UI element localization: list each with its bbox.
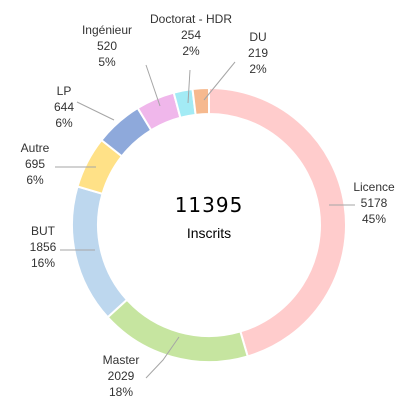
slice-label-percent: 6% bbox=[26, 173, 44, 187]
slice-label-name: Master bbox=[103, 353, 140, 367]
slice-label: Ingénieur 520 5% bbox=[82, 23, 132, 69]
slice-label-value: 254 bbox=[181, 28, 201, 42]
center-total: 11395 bbox=[175, 193, 244, 217]
slice-label-value: 2029 bbox=[108, 369, 135, 383]
center-label: Inscrits bbox=[187, 225, 231, 241]
slice-label: Licence 5178 45% bbox=[353, 180, 395, 226]
leader-line bbox=[203, 61, 236, 101]
slice-labels: Licence 5178 45% Master 2029 18% BUT 1856 16% Aut… bbox=[21, 12, 395, 399]
leader-line bbox=[76, 101, 115, 121]
slice-label: Autre 695 6% bbox=[21, 141, 50, 187]
slice-label-percent: 6% bbox=[55, 116, 73, 130]
slice-label-name: LP bbox=[57, 84, 72, 98]
slice-label-percent: 16% bbox=[31, 256, 55, 270]
slice-label: Doctorat - HDR 254 2% bbox=[150, 12, 232, 58]
slice-label-name: Autre bbox=[21, 141, 50, 155]
slice-label-value: 695 bbox=[25, 157, 45, 171]
slice-label: LP 644 6% bbox=[54, 84, 74, 130]
leader-line bbox=[145, 336, 180, 379]
slice-licence bbox=[208, 86, 347, 358]
slice-label: Master 2029 18% bbox=[103, 353, 140, 399]
slice-label-value: 219 bbox=[248, 46, 268, 60]
slice-label: BUT 1856 16% bbox=[30, 224, 57, 270]
slice-label-percent: 18% bbox=[109, 385, 133, 399]
slice-label-value: 1856 bbox=[30, 240, 57, 254]
slice-but bbox=[71, 185, 129, 319]
leader-line bbox=[187, 69, 191, 104]
slice-label-value: 520 bbox=[97, 39, 117, 53]
slice-label-name: DU bbox=[249, 30, 266, 44]
slice-label-name: Ingénieur bbox=[82, 23, 132, 37]
slice-label-name: Doctorat - HDR bbox=[150, 12, 232, 26]
slice-label-value: 5178 bbox=[361, 196, 388, 210]
slice-label-percent: 45% bbox=[362, 212, 386, 226]
slice-label-name: BUT bbox=[31, 224, 56, 238]
leader-line bbox=[145, 64, 161, 107]
donut-slices bbox=[71, 86, 347, 363]
leader-lines bbox=[55, 61, 355, 379]
slice-label: DU 219 2% bbox=[248, 30, 268, 76]
slice-label-name: Licence bbox=[353, 180, 395, 194]
slice-label-percent: 2% bbox=[182, 44, 200, 58]
slice-label-percent: 2% bbox=[249, 62, 267, 76]
slice-du bbox=[191, 86, 210, 116]
slice-label-value: 644 bbox=[54, 100, 74, 114]
slice-label-percent: 5% bbox=[98, 55, 116, 69]
